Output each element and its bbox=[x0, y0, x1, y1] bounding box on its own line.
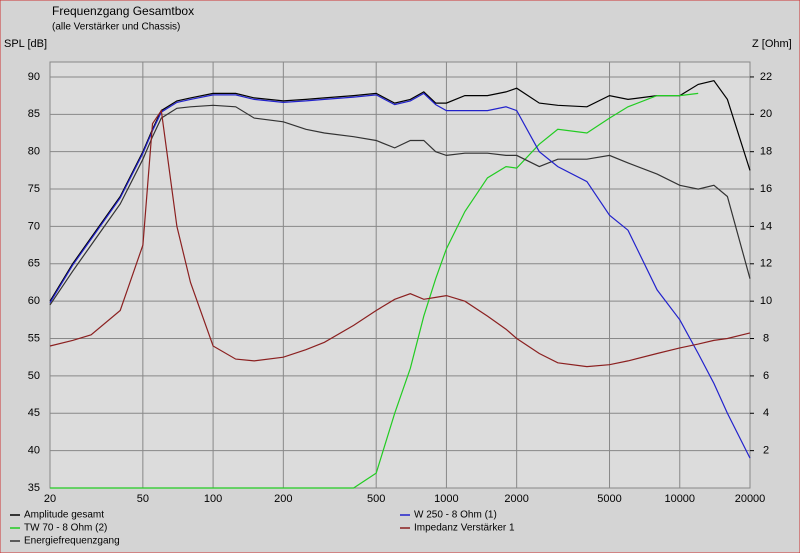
y-tick-label: 75 bbox=[28, 183, 40, 195]
legend-label: Energiefrequenzgang bbox=[24, 536, 120, 547]
x-tick-label: 10000 bbox=[664, 493, 695, 505]
y-tick-label: 90 bbox=[28, 71, 40, 83]
y2-tick-label: 18 bbox=[760, 146, 772, 158]
legend-label: W 250 - 8 Ohm (1) bbox=[414, 510, 497, 521]
y-tick-label: 80 bbox=[28, 146, 40, 158]
y2-tick-label: 20 bbox=[760, 108, 772, 120]
series-line bbox=[49, 104, 751, 306]
series-line bbox=[49, 108, 751, 368]
y-tick-label: 60 bbox=[28, 295, 40, 307]
series-line bbox=[50, 92, 699, 489]
y-tick-label: 65 bbox=[28, 258, 40, 270]
y-tick-label: 40 bbox=[28, 445, 40, 457]
x-tick-label: 100 bbox=[204, 493, 222, 505]
y2-tick-label: 22 bbox=[760, 71, 772, 83]
x-tick-label: 20000 bbox=[735, 493, 766, 505]
x-tick-label: 20 bbox=[44, 493, 56, 505]
y2-tick-label: 10 bbox=[760, 295, 772, 307]
y2-tick-label: 12 bbox=[760, 258, 772, 270]
x-tick-label: 500 bbox=[367, 493, 385, 505]
x-tick-label: 50 bbox=[137, 493, 149, 505]
y-tick-label: 55 bbox=[28, 332, 40, 344]
legend-label: Impedanz Verstärker 1 bbox=[414, 523, 515, 534]
y-tick-label: 50 bbox=[28, 370, 40, 382]
x-tick-label: 1000 bbox=[434, 493, 458, 505]
y2-tick-label: 6 bbox=[763, 370, 769, 382]
legend-label: TW 70 - 8 Ohm (2) bbox=[24, 523, 107, 534]
x-tick-label: 200 bbox=[274, 493, 292, 505]
y2-tick-label: 4 bbox=[763, 407, 769, 419]
chart-subtitle: (alle Verstärker und Chassis) bbox=[52, 22, 180, 33]
y-tick-label: 85 bbox=[28, 108, 40, 120]
plot-area bbox=[49, 61, 751, 489]
y2-tick-label: 2 bbox=[763, 445, 769, 457]
y-axis-label: SPL [dB] bbox=[4, 38, 47, 50]
y2-tick-label: 14 bbox=[760, 220, 772, 232]
legend-label: Amplitude gesamt bbox=[24, 510, 104, 521]
y2-tick-label: 8 bbox=[763, 332, 769, 344]
y-tick-label: 45 bbox=[28, 407, 40, 419]
y-tick-label: 70 bbox=[28, 220, 40, 232]
x-tick-label: 5000 bbox=[597, 493, 621, 505]
y2-axis-label: Z [Ohm] bbox=[752, 38, 792, 50]
x-tick-label: 2000 bbox=[504, 493, 528, 505]
chart-title: Frequenzgang Gesamtbox bbox=[52, 4, 194, 18]
y-tick-label: 35 bbox=[28, 482, 40, 494]
y2-tick-label: 16 bbox=[760, 183, 772, 195]
